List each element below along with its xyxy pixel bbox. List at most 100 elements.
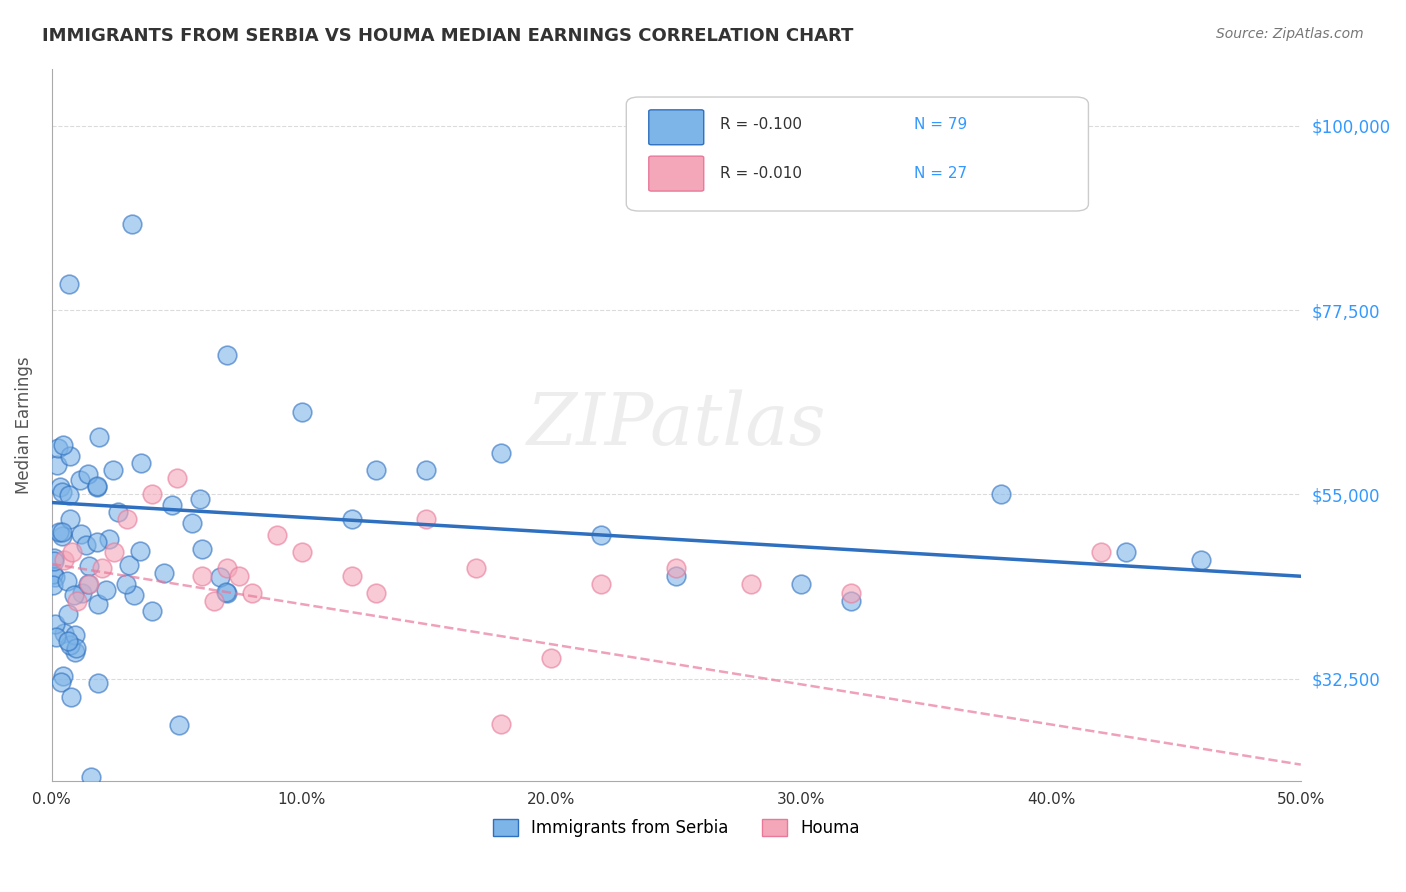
- Immigrants from Serbia: [42, 551, 65, 566]
- Text: R = -0.010: R = -0.010: [720, 166, 801, 181]
- Immigrants from Serbia: [129, 456, 152, 470]
- Houma: [540, 651, 562, 665]
- Houma: [491, 716, 513, 731]
- Immigrants from Serbia: [59, 638, 82, 652]
- Immigrants from Serbia: [86, 676, 108, 690]
- Immigrants from Serbia: [51, 528, 73, 542]
- Immigrants from Serbia: [86, 480, 108, 494]
- Immigrants from Serbia: [52, 669, 75, 683]
- Immigrants from Serbia: [87, 597, 110, 611]
- Immigrants from Serbia: [215, 585, 238, 599]
- Houma: [665, 561, 688, 575]
- Immigrants from Serbia: [153, 566, 176, 581]
- Houma: [190, 569, 212, 583]
- Immigrants from Serbia: [80, 770, 103, 784]
- Immigrants from Serbia: [990, 487, 1012, 501]
- Immigrants from Serbia: [69, 527, 91, 541]
- Text: ZIPatlas: ZIPatlas: [526, 390, 827, 460]
- Immigrants from Serbia: [51, 484, 73, 499]
- Immigrants from Serbia: [129, 544, 152, 558]
- Text: IMMIGRANTS FROM SERBIA VS HOUMA MEDIAN EARNINGS CORRELATION CHART: IMMIGRANTS FROM SERBIA VS HOUMA MEDIAN E…: [42, 27, 853, 45]
- Immigrants from Serbia: [141, 604, 163, 618]
- Houma: [90, 561, 112, 575]
- Houma: [60, 544, 83, 558]
- FancyBboxPatch shape: [626, 97, 1088, 211]
- Immigrants from Serbia: [491, 446, 513, 460]
- Immigrants from Serbia: [215, 586, 238, 600]
- Text: N = 79: N = 79: [914, 117, 967, 132]
- Houma: [77, 577, 100, 591]
- Immigrants from Serbia: [94, 582, 117, 597]
- Immigrants from Serbia: [60, 690, 83, 704]
- Immigrants from Serbia: [58, 488, 80, 502]
- Immigrants from Serbia: [1189, 553, 1212, 567]
- Houma: [340, 569, 363, 583]
- Immigrants from Serbia: [45, 630, 67, 644]
- Houma: [166, 471, 188, 485]
- Immigrants from Serbia: [188, 491, 211, 506]
- Immigrants from Serbia: [77, 559, 100, 574]
- Immigrants from Serbia: [87, 430, 110, 444]
- Immigrants from Serbia: [42, 578, 65, 592]
- Y-axis label: Median Earnings: Median Earnings: [15, 356, 32, 493]
- Immigrants from Serbia: [117, 558, 139, 572]
- Immigrants from Serbia: [42, 554, 65, 568]
- Houma: [103, 544, 125, 558]
- Immigrants from Serbia: [167, 718, 190, 732]
- Immigrants from Serbia: [790, 577, 813, 591]
- Immigrants from Serbia: [42, 567, 65, 582]
- Immigrants from Serbia: [55, 574, 77, 588]
- Houma: [366, 585, 388, 599]
- Immigrants from Serbia: [340, 512, 363, 526]
- Houma: [202, 594, 225, 608]
- Immigrants from Serbia: [56, 634, 79, 648]
- Houma: [591, 577, 613, 591]
- Immigrants from Serbia: [69, 473, 91, 487]
- Immigrants from Serbia: [45, 458, 67, 472]
- Houma: [266, 528, 288, 542]
- Immigrants from Serbia: [63, 645, 86, 659]
- Immigrants from Serbia: [209, 570, 232, 584]
- Immigrants from Serbia: [1115, 544, 1137, 558]
- Immigrants from Serbia: [124, 588, 146, 602]
- Text: N = 27: N = 27: [914, 166, 967, 181]
- Immigrants from Serbia: [290, 405, 312, 419]
- Houma: [53, 553, 76, 567]
- FancyBboxPatch shape: [648, 156, 704, 191]
- Immigrants from Serbia: [65, 640, 87, 655]
- Immigrants from Serbia: [44, 617, 66, 632]
- Immigrants from Serbia: [75, 539, 97, 553]
- Immigrants from Serbia: [63, 628, 86, 642]
- Houma: [415, 512, 437, 526]
- Houma: [1090, 544, 1112, 558]
- Immigrants from Serbia: [180, 516, 202, 530]
- Immigrants from Serbia: [49, 675, 72, 690]
- Immigrants from Serbia: [86, 479, 108, 493]
- Immigrants from Serbia: [62, 588, 84, 602]
- Legend: Immigrants from Serbia, Houma: Immigrants from Serbia, Houma: [486, 813, 866, 844]
- Immigrants from Serbia: [160, 498, 183, 512]
- Houma: [141, 487, 163, 501]
- FancyBboxPatch shape: [648, 110, 704, 145]
- Houma: [740, 577, 762, 591]
- Houma: [839, 585, 862, 599]
- Houma: [290, 544, 312, 558]
- Immigrants from Serbia: [103, 463, 125, 477]
- Immigrants from Serbia: [59, 449, 82, 463]
- Text: R = -0.100: R = -0.100: [720, 117, 801, 132]
- Immigrants from Serbia: [58, 277, 80, 291]
- Houma: [240, 585, 263, 599]
- Immigrants from Serbia: [77, 576, 100, 591]
- Houma: [465, 561, 488, 575]
- Immigrants from Serbia: [366, 463, 388, 477]
- Immigrants from Serbia: [121, 217, 143, 231]
- Immigrants from Serbia: [49, 480, 72, 494]
- Immigrants from Serbia: [86, 535, 108, 549]
- Immigrants from Serbia: [51, 524, 73, 539]
- Immigrants from Serbia: [415, 463, 437, 477]
- Immigrants from Serbia: [665, 569, 688, 583]
- Immigrants from Serbia: [70, 585, 93, 599]
- Immigrants from Serbia: [107, 505, 129, 519]
- Immigrants from Serbia: [191, 541, 214, 556]
- Houma: [228, 569, 250, 583]
